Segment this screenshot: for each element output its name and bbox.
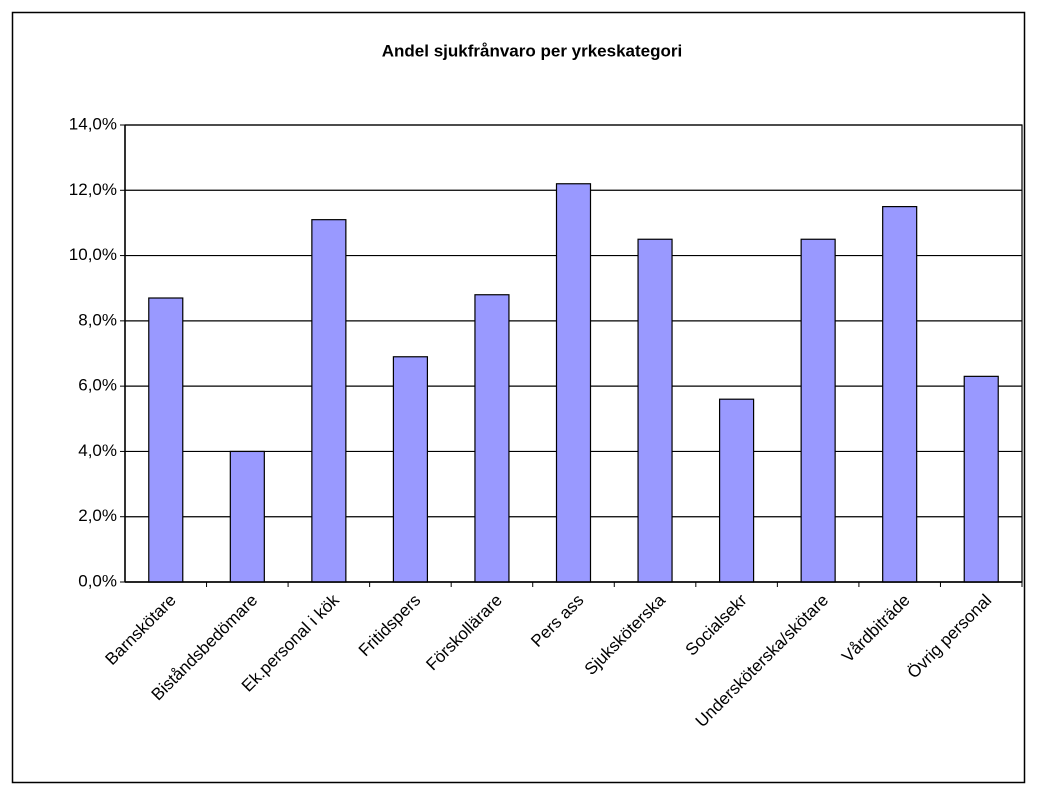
bar — [229, 450, 265, 583]
bar — [963, 375, 999, 583]
bar — [474, 294, 510, 583]
y-tick-label: 12,0% — [69, 180, 117, 199]
bar — [800, 238, 836, 583]
y-tick-label: 14,0% — [69, 114, 117, 133]
y-tick-label: 6,0% — [78, 376, 117, 395]
y-tick-label: 0,0% — [78, 571, 117, 590]
bar — [637, 238, 673, 583]
bar — [392, 356, 429, 583]
y-tick-label: 4,0% — [78, 441, 117, 460]
bar — [555, 183, 592, 583]
y-tick-label: 2,0% — [78, 506, 117, 525]
bar — [311, 219, 347, 583]
y-tick-label: 8,0% — [78, 310, 117, 329]
y-tick-label: 10,0% — [69, 245, 117, 264]
chart-title: Andel sjukfrånvaro per yrkeskategori — [382, 41, 682, 60]
bar — [148, 297, 184, 583]
bar — [718, 398, 755, 583]
bar — [882, 206, 918, 583]
